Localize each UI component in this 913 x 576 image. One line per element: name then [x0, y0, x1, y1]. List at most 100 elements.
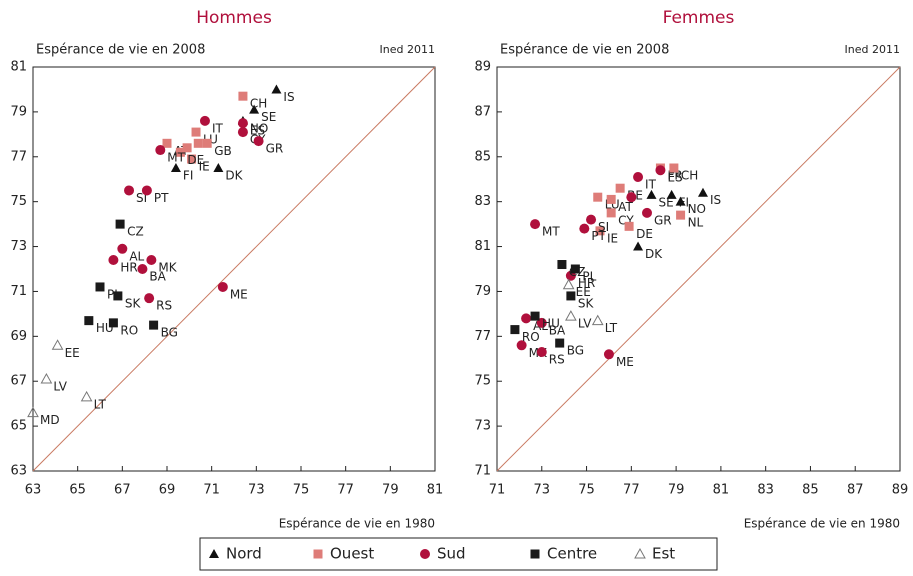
point-label: MT: [542, 225, 560, 239]
point-label: PT: [154, 191, 169, 205]
legend-marker: [420, 549, 430, 559]
point: [193, 138, 203, 148]
y-tick-label: 77: [10, 149, 27, 164]
x-tick-label: 83: [757, 483, 774, 498]
x-tick-label: 63: [25, 483, 42, 498]
point-label: RS: [156, 299, 172, 313]
x-tick-label: 65: [69, 483, 86, 498]
legend-label: Centre: [547, 545, 597, 563]
point: [155, 145, 166, 156]
point: [237, 118, 248, 129]
y-tick-label: 63: [10, 464, 27, 479]
point: [530, 311, 540, 321]
point: [187, 154, 197, 164]
plot-frame: [32, 66, 436, 472]
source: Ined 2011: [380, 43, 435, 56]
point: [249, 104, 260, 114]
point: [536, 347, 547, 358]
point-label: CZ: [127, 225, 144, 239]
point-label: ME: [616, 355, 634, 369]
point: [557, 260, 567, 270]
point: [213, 163, 224, 172]
y-tick-label: 75: [474, 374, 491, 389]
point: [521, 313, 532, 324]
point: [565, 310, 577, 321]
point: [626, 192, 637, 203]
point: [555, 338, 565, 348]
point-label: ME: [230, 287, 248, 301]
point-label: DK: [645, 247, 663, 261]
point: [27, 406, 39, 418]
point: [593, 192, 603, 202]
point-label: BA: [549, 323, 566, 337]
point-label: HU: [542, 317, 560, 331]
point: [51, 339, 64, 350]
x-tick-label: 73: [248, 483, 265, 498]
point-label: ES: [667, 171, 682, 185]
point-label: SE: [261, 110, 276, 124]
point: [510, 325, 520, 335]
point-label: GR: [654, 213, 672, 227]
point-label: IS: [283, 90, 294, 104]
point: [217, 281, 228, 292]
point-label: HR: [578, 276, 595, 290]
point-label: LV: [578, 317, 592, 331]
point-label: EE: [576, 285, 591, 299]
point: [162, 138, 172, 148]
y-tick-label: 67: [10, 374, 27, 389]
x-tick-label: 81: [427, 483, 444, 498]
point-label: SI: [598, 220, 609, 234]
point: [615, 183, 625, 193]
point-label: ES: [250, 124, 265, 138]
x-tick-label: 81: [713, 483, 730, 498]
x-tick-label: 71: [489, 483, 506, 498]
x-tick-label: 77: [623, 483, 640, 498]
point-label: RO: [522, 330, 540, 344]
point-label: LV: [53, 379, 67, 393]
x-tick-label: 67: [114, 483, 131, 498]
point-label: NO: [688, 202, 706, 216]
point: [655, 165, 666, 176]
point: [117, 243, 128, 254]
point-label: DK: [225, 169, 243, 183]
point: [170, 163, 181, 172]
legend-marker: [530, 549, 540, 559]
point: [606, 194, 616, 204]
point: [633, 241, 644, 251]
point-label: NO: [250, 121, 268, 135]
y-tick-label: 77: [474, 329, 491, 344]
y-axis-label: Espérance de vie en 2008: [36, 43, 205, 58]
point: [80, 390, 93, 402]
point-label: LT: [94, 397, 107, 411]
legend-label: Sud: [437, 545, 466, 563]
point: [675, 196, 686, 206]
point-label: IS: [710, 193, 721, 207]
y-tick-label: 89: [474, 60, 491, 75]
x-tick-label: 75: [293, 483, 310, 498]
legend-label: Ouest: [330, 545, 374, 563]
point-label: SK: [125, 296, 142, 310]
point-label: RO: [120, 323, 138, 337]
y-tick-label: 69: [10, 329, 27, 344]
point: [182, 143, 192, 153]
point: [530, 219, 541, 230]
point: [137, 264, 148, 274]
point-label: IE: [607, 231, 618, 245]
point-label: DE: [187, 153, 204, 167]
point-label: FI: [183, 169, 193, 183]
point: [95, 282, 105, 292]
legend-marker: [634, 547, 646, 559]
x-tick-label: 73: [534, 483, 551, 498]
y-tick-label: 71: [10, 284, 27, 299]
point-label: PT: [591, 229, 606, 243]
x-axis-label: Espérance de vie en 1980: [744, 517, 900, 531]
point-label: SK: [578, 296, 595, 310]
x-tick-label: 89: [892, 483, 909, 498]
point: [191, 127, 201, 137]
point-label: FI: [679, 195, 689, 209]
point: [141, 185, 152, 196]
y-tick-label: 81: [474, 239, 491, 254]
y-tick-label: 85: [474, 149, 491, 164]
y-tick-label: 75: [10, 194, 27, 209]
legend-marker: [313, 549, 323, 559]
